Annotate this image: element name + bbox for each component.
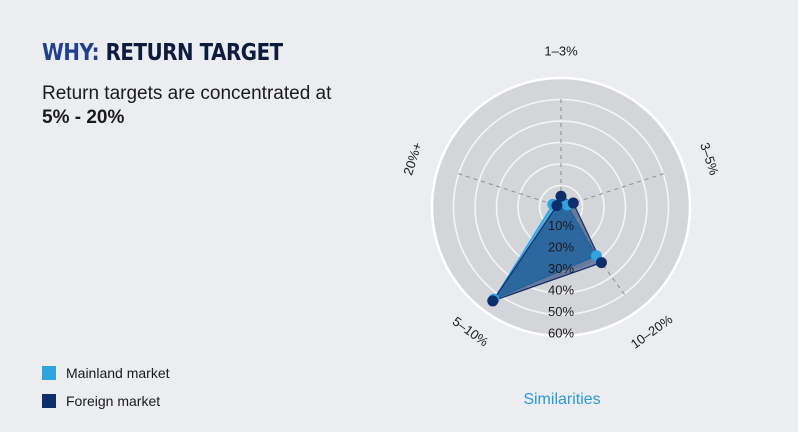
data-point-foreign-4 [487,295,499,307]
title-prefix: WHY: [42,40,100,66]
legend-item-foreign: Foreign market [42,392,170,410]
legend-item-mainland: Mainland market [42,364,170,382]
ring-label-4: 40% [548,282,574,297]
chart-caption: Similarities [523,391,601,408]
data-point-foreign-2 [567,197,579,209]
legend-label-mainland: Mainland market [66,365,170,381]
ring-label-1: 10% [548,218,574,233]
legend-swatch-mainland [42,366,56,380]
ring-label-5: 50% [548,304,574,319]
data-point-foreign-5 [551,200,563,212]
data-point-foreign-3 [595,257,607,269]
legend-label-foreign: Foreign market [66,393,161,409]
data-point-foreign-1 [555,190,567,202]
radar-ring-4 [474,120,648,294]
legend-swatch-foreign [42,394,56,408]
category-label-4: 5–10% [450,314,492,350]
ring-label-6: 60% [548,325,574,340]
category-label-5: 20%+ [400,140,425,177]
category-label-1: 1–3% [544,43,578,58]
subtitle-text: Return targets are concentrated at [42,83,332,104]
ring-label-2: 20% [548,239,574,254]
radar-spoke-5 [455,172,562,208]
ring-label-3: 30% [548,261,574,276]
page-title: WHY: RETURN TARGET [42,40,283,66]
radar-spoke-2 [560,172,667,208]
title-main: RETURN TARGET [99,40,284,66]
subtitle-highlight: 5% - 20% [42,107,125,128]
category-label-2: 3–5% [697,141,722,178]
chart-legend: Mainland market Foreign market [42,364,170,420]
radar-outer-ring [430,76,692,338]
page-subtitle: Return targets are concentrated at 5% - … [42,82,342,130]
category-label-3: 10–20% [628,311,676,351]
